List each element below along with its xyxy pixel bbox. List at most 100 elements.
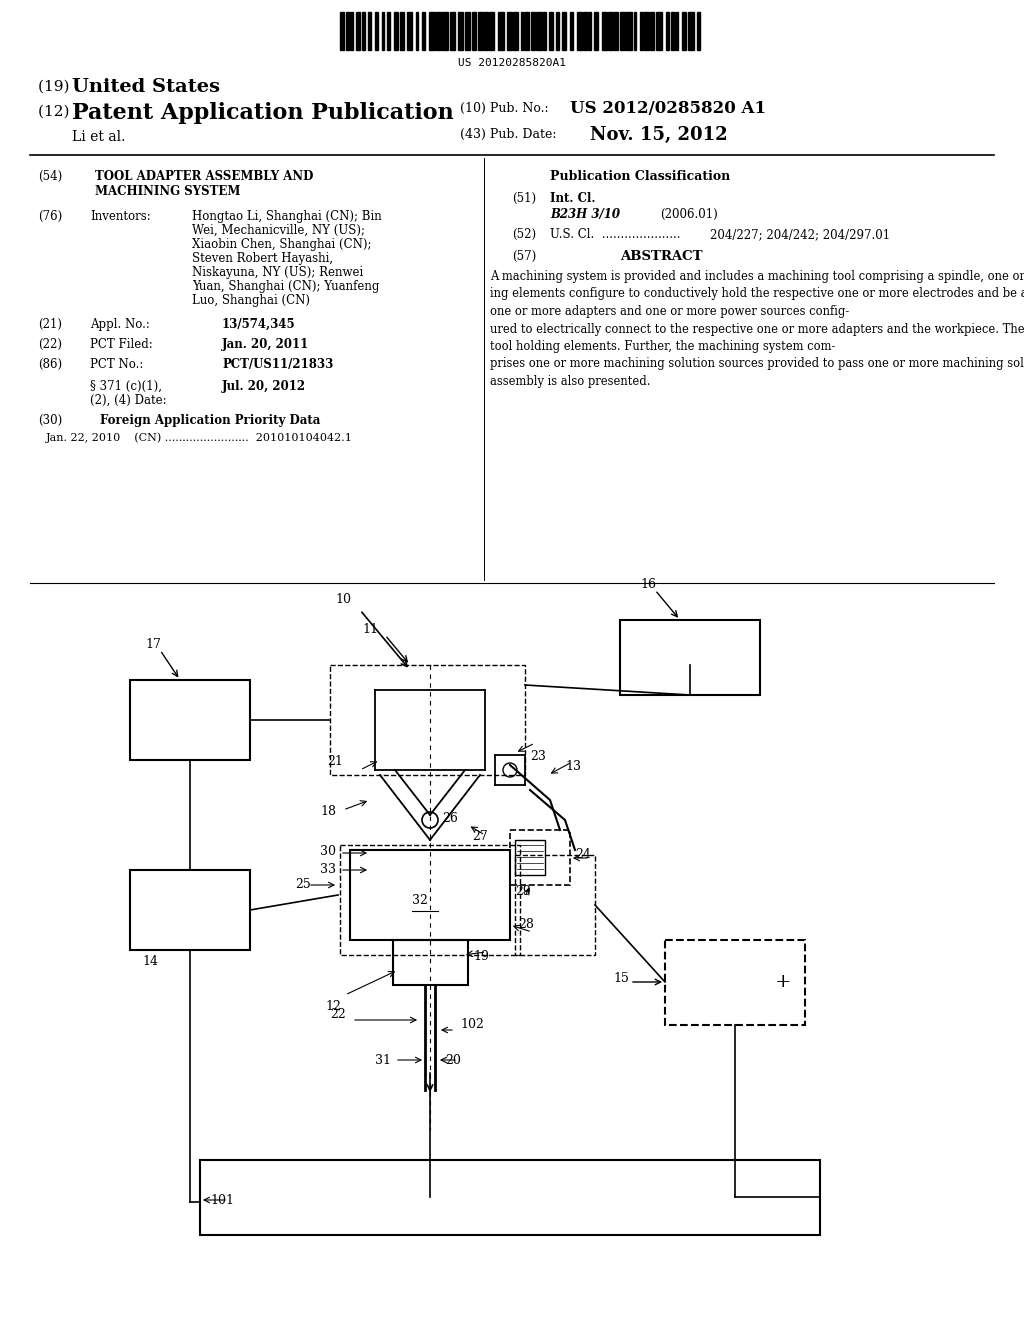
Text: PCT No.:: PCT No.:	[90, 358, 143, 371]
Bar	[350, 850, 510, 940]
Text: (86): (86)	[38, 358, 62, 371]
Text: § 371 (c)(1),: § 371 (c)(1),	[90, 380, 162, 393]
Bar	[536, 12, 542, 50]
Text: 15: 15	[613, 972, 629, 985]
Text: Publication Classification: Publication Classification	[550, 170, 730, 183]
Bar	[650, 12, 654, 50]
Bar	[577, 12, 582, 50]
Bar	[588, 12, 591, 50]
Text: B23H 3/10: B23H 3/10	[550, 209, 620, 220]
Text: 30: 30	[319, 845, 336, 858]
Text: Appl. No.:: Appl. No.:	[90, 318, 150, 331]
Bar	[507, 12, 512, 50]
Bar	[688, 12, 694, 50]
Bar	[602, 12, 607, 50]
Text: Nov. 15, 2012: Nov. 15, 2012	[590, 125, 728, 144]
Bar	[422, 12, 425, 50]
Bar	[524, 12, 529, 50]
Bar	[382, 12, 384, 50]
Bar	[387, 12, 390, 50]
Text: 28: 28	[518, 919, 534, 932]
Text: U.S. Cl.  .....................: U.S. Cl. .....................	[550, 228, 681, 242]
Text: 17: 17	[145, 638, 161, 651]
Bar	[375, 12, 378, 50]
Bar	[356, 12, 360, 50]
Text: (19): (19)	[38, 81, 75, 94]
Text: Yuan, Shanghai (CN); Yuanfeng: Yuan, Shanghai (CN); Yuanfeng	[193, 280, 379, 293]
Text: Jul. 20, 2012: Jul. 20, 2012	[222, 380, 306, 393]
Text: ABSTRACT: ABSTRACT	[620, 249, 702, 263]
Bar	[346, 12, 349, 50]
Bar	[594, 12, 598, 50]
Text: 27: 27	[472, 830, 487, 843]
Text: (54): (54)	[38, 170, 62, 183]
Bar	[644, 12, 649, 50]
Text: United States: United States	[72, 78, 220, 96]
Text: Xiaobin Chen, Shanghai (CN);: Xiaobin Chen, Shanghai (CN);	[193, 238, 372, 251]
Text: 25: 25	[295, 879, 310, 891]
Text: (21): (21)	[38, 318, 62, 331]
Bar	[513, 12, 518, 50]
Text: 33: 33	[319, 863, 336, 876]
Bar	[368, 12, 371, 50]
Text: 101: 101	[210, 1193, 234, 1206]
Bar	[200, 1160, 820, 1236]
Bar	[531, 12, 535, 50]
Bar	[393, 940, 468, 985]
Bar	[478, 12, 483, 50]
Text: 19: 19	[473, 950, 488, 964]
Text: 204/227; 204/242; 204/297.01: 204/227; 204/242; 204/297.01	[710, 228, 890, 242]
Bar	[682, 12, 686, 50]
Text: Steven Robert Hayashi,: Steven Robert Hayashi,	[193, 252, 333, 265]
Text: Foreign Application Priority Data: Foreign Application Priority Data	[100, 414, 321, 426]
Bar	[489, 12, 494, 50]
Text: Niskayuna, NY (US); Renwei: Niskayuna, NY (US); Renwei	[193, 267, 364, 279]
Bar	[416, 12, 418, 50]
Text: TOOL ADAPTER ASSEMBLY AND: TOOL ADAPTER ASSEMBLY AND	[95, 170, 313, 183]
Bar	[472, 12, 476, 50]
Bar	[340, 12, 344, 50]
Text: (12): (12)	[38, 106, 75, 119]
Text: 24: 24	[575, 849, 591, 862]
Bar	[498, 12, 504, 50]
Text: 13/574,345: 13/574,345	[222, 318, 296, 331]
Text: Jan. 22, 2010    (CN) ........................  201010104042.1: Jan. 22, 2010 (CN) .....................…	[46, 432, 353, 442]
Bar	[620, 12, 625, 50]
Bar	[465, 12, 470, 50]
Text: PCT Filed:: PCT Filed:	[90, 338, 153, 351]
Bar	[697, 12, 700, 50]
Text: (2), (4) Date:: (2), (4) Date:	[90, 393, 167, 407]
Text: 11: 11	[362, 623, 378, 636]
Bar	[400, 12, 404, 50]
Bar	[614, 12, 618, 50]
Text: Li et al.: Li et al.	[72, 129, 125, 144]
Text: (22): (22)	[38, 338, 62, 351]
Text: 20: 20	[445, 1053, 461, 1067]
Bar	[130, 680, 250, 760]
Bar	[583, 12, 587, 50]
Text: (43) Pub. Date:: (43) Pub. Date:	[460, 128, 556, 141]
Bar	[666, 12, 669, 50]
Text: +: +	[775, 973, 792, 991]
Bar	[340, 845, 520, 954]
Text: 26: 26	[442, 812, 458, 825]
Text: 21: 21	[327, 755, 343, 768]
Text: 16: 16	[640, 578, 656, 591]
Bar	[549, 12, 553, 50]
Bar	[570, 12, 573, 50]
Bar	[450, 12, 455, 50]
Bar	[640, 12, 643, 50]
Bar	[634, 12, 636, 50]
Text: Inventors:: Inventors:	[90, 210, 151, 223]
Bar	[556, 12, 559, 50]
Text: US 20120285820A1: US 20120285820A1	[458, 58, 566, 69]
Text: Luo, Shanghai (CN): Luo, Shanghai (CN)	[193, 294, 310, 308]
Bar	[436, 12, 441, 50]
Text: (30): (30)	[38, 414, 62, 426]
Text: (52): (52)	[512, 228, 537, 242]
Text: Patent Application Publication: Patent Application Publication	[72, 102, 454, 124]
Bar	[515, 840, 545, 875]
Text: 32: 32	[412, 894, 428, 907]
Text: (10) Pub. No.:: (10) Pub. No.:	[460, 102, 557, 115]
Bar	[458, 12, 463, 50]
